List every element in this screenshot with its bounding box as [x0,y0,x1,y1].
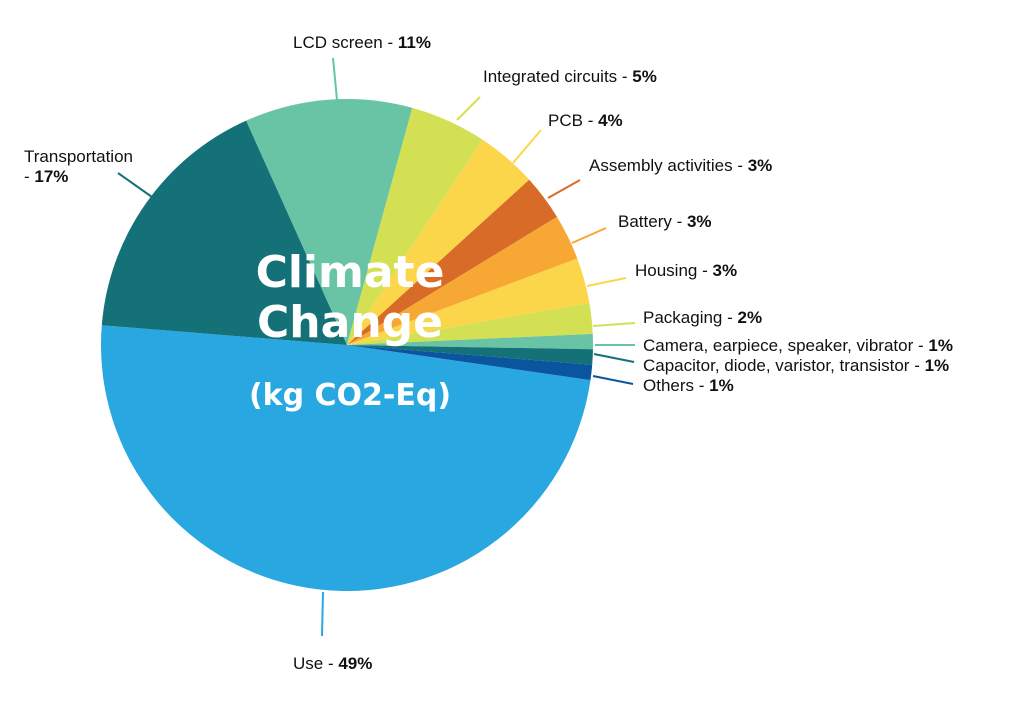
pie-slice-packaging [347,303,593,345]
pie-slice-assembly-activities [347,179,557,345]
pie-slice-housing [347,258,590,345]
label-others: Others - 1% [643,376,734,395]
label-housing: Housing - 3% [635,261,738,280]
label-lcd-screen: LCD screen - 11% [293,33,431,52]
leader-line [456,96,481,121]
label-battery: Battery - 3% [618,212,712,231]
pie-slice-camera-earpiece-speaker-vibrator [347,333,593,350]
label-use: Use - 49% [293,654,373,673]
leader-line [592,322,636,327]
pie-slice-battery [347,216,578,345]
leader-line [547,179,581,199]
pie-slice-transportation [101,120,348,345]
label-capacitor: Capacitor, diode, varistor, transistor -… [643,356,950,375]
leader-line [586,277,627,287]
pie-slice-others [347,345,593,381]
label-camera: Camera, earpiece, speaker, vibrator - 1% [643,336,953,355]
pie-slice-pcb [347,139,530,345]
leader-line [571,227,607,244]
label-assembly-activities: Assembly activities - 3% [589,156,773,175]
label-integrated-circuits: Integrated circuits - 5% [483,67,657,86]
leader-line [117,172,153,198]
label-transportation: Transportation - 17% [24,147,133,186]
leader-line [592,375,634,385]
leader-line [321,591,324,637]
pie-slice-integrated-circuits [347,107,483,346]
leader-line [512,129,542,164]
label-packaging: Packaging - 2% [643,308,763,327]
pie-slice-capacitor-diode-varistor-transistor [347,345,593,365]
pie-slice-lcd-screen [246,99,413,345]
label-pcb: PCB - 4% [548,111,623,130]
pie-slice-use [101,325,591,591]
leader-line [332,57,338,101]
chart-subtitle: (kg CO2-Eq) [248,378,452,413]
leader-line [593,353,635,363]
chart-title: Climate Change [255,247,445,348]
